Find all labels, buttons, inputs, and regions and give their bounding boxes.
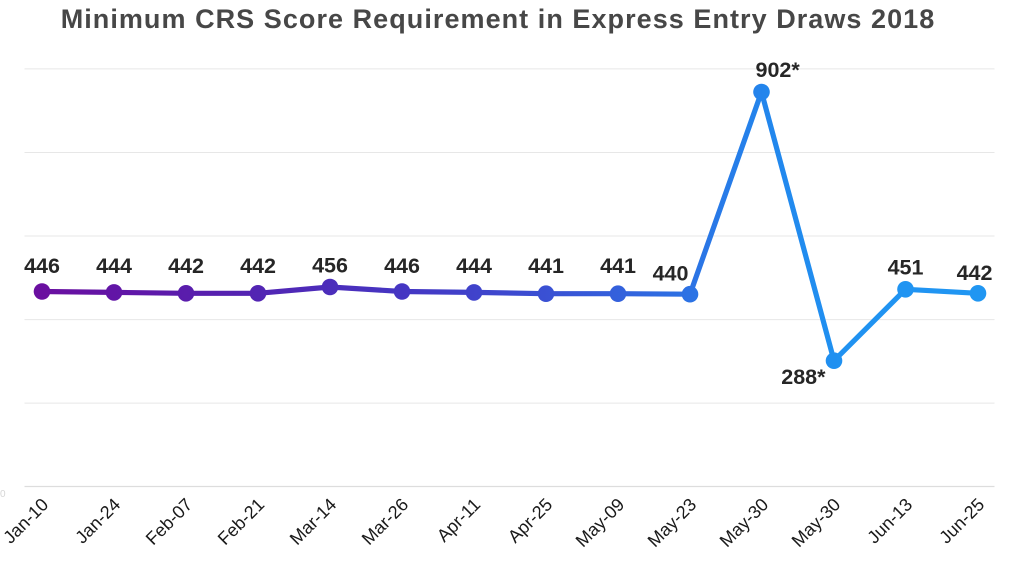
svg-text:May-30: May-30 xyxy=(716,494,773,551)
svg-text:Jan-24: Jan-24 xyxy=(71,494,124,547)
svg-text:Apr-11: Apr-11 xyxy=(433,494,484,545)
svg-text:0: 0 xyxy=(0,489,6,500)
svg-text:Feb-21: Feb-21 xyxy=(214,494,268,548)
svg-text:446: 446 xyxy=(384,254,420,278)
svg-text:444: 444 xyxy=(96,254,132,278)
svg-text:444: 444 xyxy=(456,254,492,278)
svg-text:Mar-14: Mar-14 xyxy=(286,494,340,548)
svg-text:442: 442 xyxy=(168,254,204,278)
svg-text:456: 456 xyxy=(312,254,348,278)
svg-text:902*: 902* xyxy=(756,58,801,82)
svg-text:442: 442 xyxy=(240,254,276,278)
svg-text:Jan-10: Jan-10 xyxy=(0,494,52,547)
svg-text:Feb-07: Feb-07 xyxy=(142,494,196,548)
svg-text:442: 442 xyxy=(957,261,993,285)
svg-text:May-23: May-23 xyxy=(644,494,701,551)
svg-text:440: 440 xyxy=(653,262,689,286)
svg-text:441: 441 xyxy=(600,254,636,278)
svg-text:May-30: May-30 xyxy=(788,494,845,551)
svg-text:Mar-26: Mar-26 xyxy=(358,494,412,548)
svg-text:Jun-13: Jun-13 xyxy=(863,494,916,547)
svg-text:Apr-25: Apr-25 xyxy=(504,494,556,546)
svg-text:451: 451 xyxy=(888,256,924,280)
svg-text:May-09: May-09 xyxy=(572,494,629,551)
svg-text:Jun-25: Jun-25 xyxy=(935,494,988,547)
svg-text:446: 446 xyxy=(24,254,60,278)
svg-text:288*: 288* xyxy=(781,365,826,389)
svg-text:441: 441 xyxy=(528,254,564,278)
